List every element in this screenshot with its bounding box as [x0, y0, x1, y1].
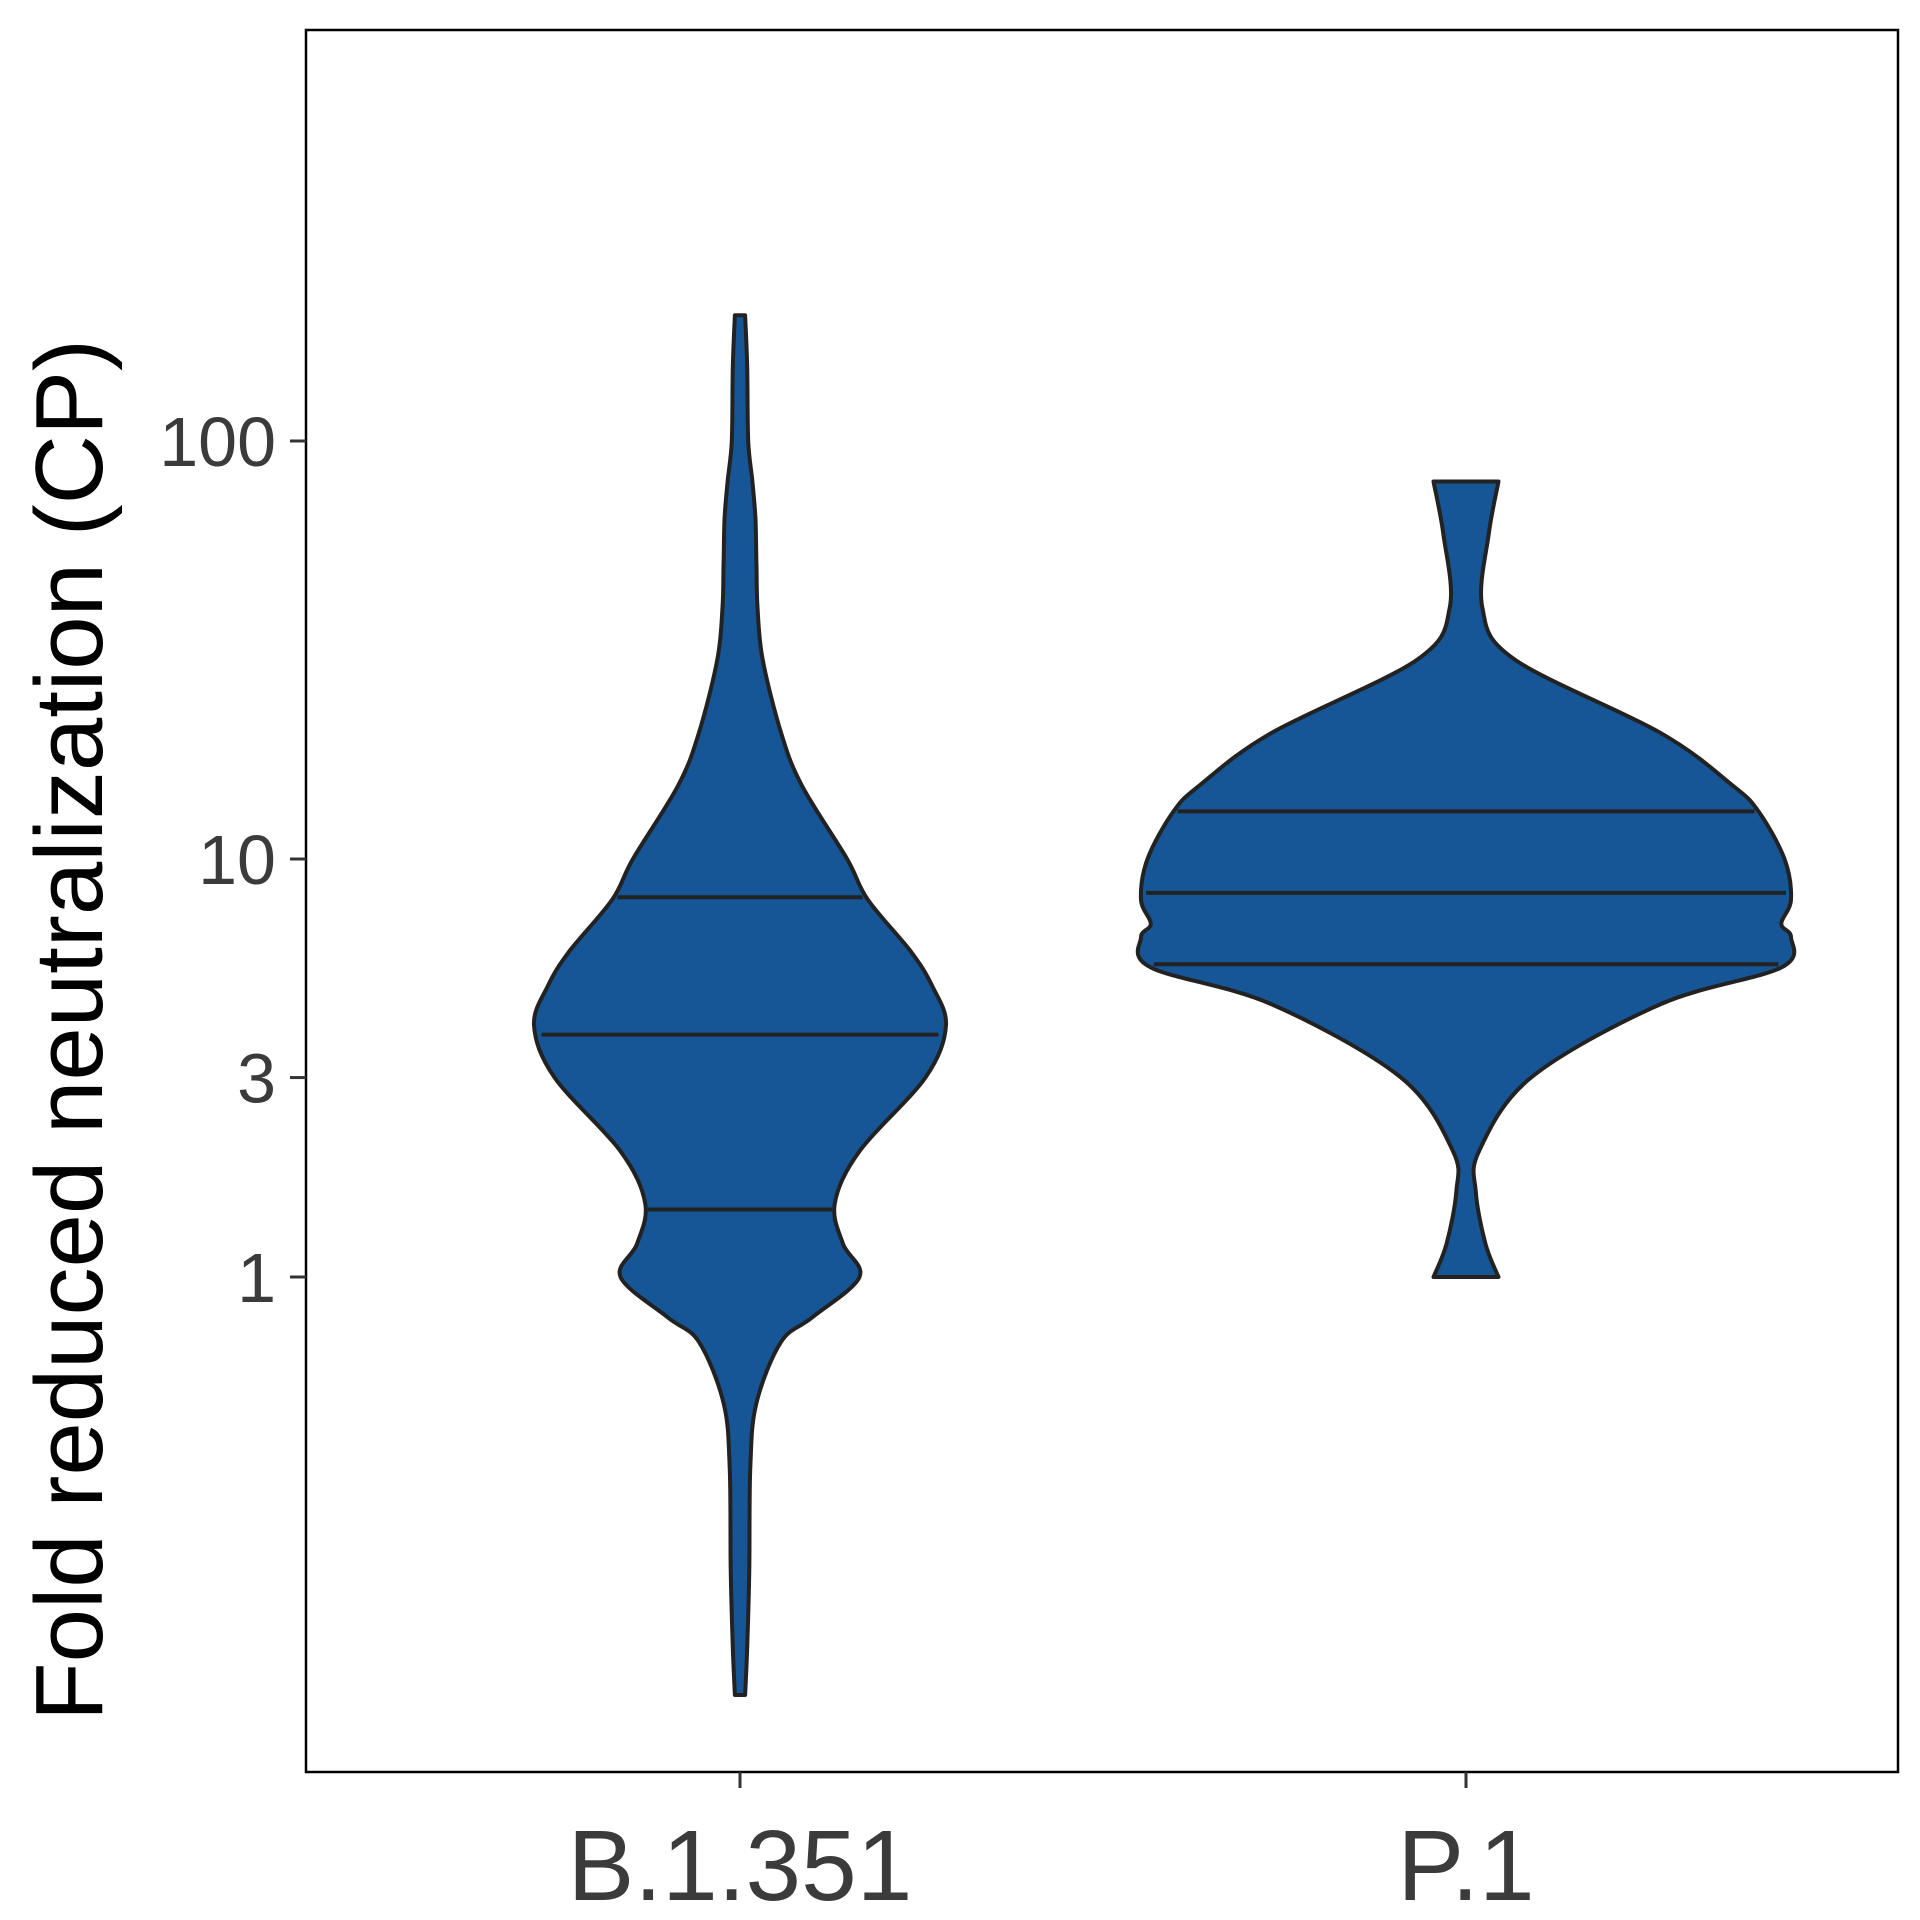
y-tick-label: 100 [159, 403, 276, 481]
y-axis: 1 3 10 100 [159, 403, 306, 1317]
x-tick-label: B.1.351 [568, 1810, 913, 1920]
y-tick-label: 3 [237, 1040, 276, 1118]
violin-P.1 [1135, 479, 1797, 1279]
x-tick-label: P.1 [1397, 1810, 1534, 1920]
y-axis-title: Fold reduced neutralization (CP) [16, 339, 123, 1721]
plot-frame [304, 28, 1900, 1774]
y-tick-label: 10 [198, 821, 276, 899]
violins-layer [531, 313, 1797, 1697]
y-tick-label: 1 [237, 1239, 276, 1317]
x-axis: B.1.351 P.1 [568, 1772, 1535, 1920]
violin-B.1.351 [531, 313, 949, 1697]
